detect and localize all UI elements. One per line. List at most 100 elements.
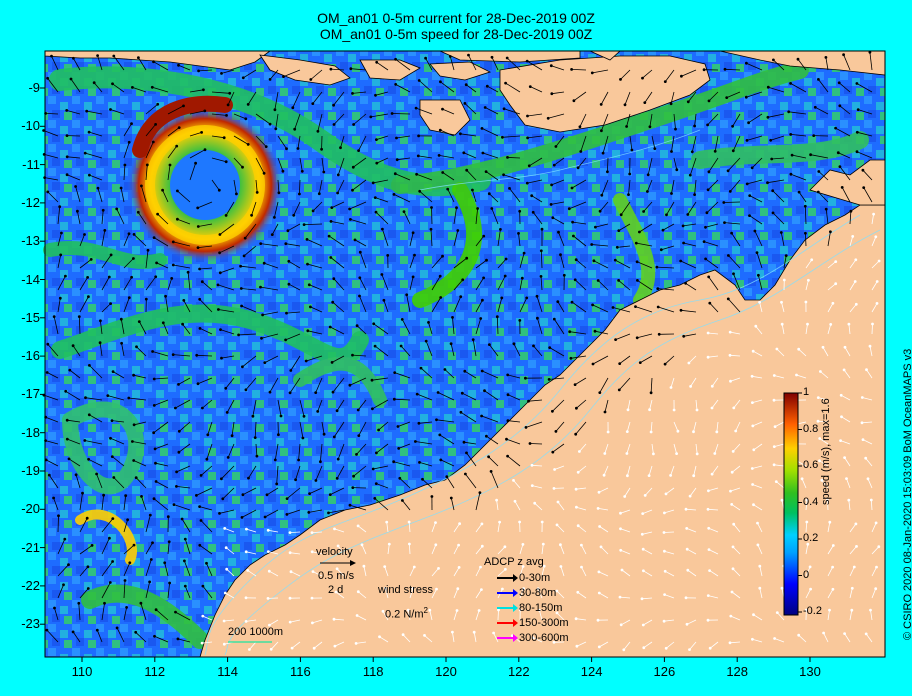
current-arrow [353,113,367,125]
current-arrow [636,242,653,247]
arrow-head [730,590,734,594]
arrow-head [400,318,404,321]
arrow-head [643,101,647,104]
arrow-head [371,181,375,185]
current-arrow [658,306,675,313]
current-arrow [286,509,301,515]
current-arrow [255,179,258,193]
arrow-head [708,646,712,650]
arrow-head [748,194,752,198]
arrow-head [864,632,868,636]
current-arrow [528,399,543,402]
arrow-head [44,415,48,419]
arrow-head [156,212,160,216]
arrow-head [674,127,677,131]
wind-stress-arrow [827,522,831,533]
current-arrow [330,68,345,71]
current-arrow [189,163,196,181]
current-arrow [44,154,59,159]
arrow-head [226,103,230,107]
wind-stress-arrow [866,369,873,379]
current-arrow [714,135,719,152]
adcp-legend-item: 300-600m [497,632,569,644]
arrow-head [869,498,873,502]
current-arrow [359,252,367,269]
arrow-head [647,474,651,477]
arrow-head [198,543,202,547]
arrow-head [170,277,174,280]
wind-stress-arrow [686,528,697,533]
arrow-head [306,262,309,266]
current-arrow [112,456,125,467]
arrow-head [758,300,761,304]
arrow-head [613,258,617,262]
current-arrow [527,179,543,184]
arrow-head [441,171,445,174]
arrow-head [382,298,386,302]
wind-stress-arrow [600,546,609,555]
arrow-head [407,520,411,524]
arrow-head [710,384,714,388]
wind-stress-arrow [849,566,855,577]
current-arrow [502,135,521,138]
current-arrow [446,476,455,489]
current-arrow [395,84,411,93]
arrow-head [592,259,596,263]
arrow-head [265,493,269,497]
arrow-head [109,108,112,111]
arrow-head [65,173,69,177]
arrow-head [332,123,336,126]
arrow-head [522,251,526,255]
current-arrow [619,377,631,391]
current-arrow [772,190,785,203]
wind-stress-arrow [871,323,873,335]
wind-stress-arrow [557,501,565,511]
wind-stress-arrow [577,525,587,533]
wind-stress-arrow [336,568,345,577]
current-arrow [790,134,807,137]
current-arrow [306,239,323,247]
arrow-head [394,57,397,61]
current-arrow [321,421,325,435]
axis-ticks [40,87,811,662]
current-arrow [724,68,741,71]
current-arrow [317,399,323,412]
arrow-head [512,479,515,482]
arrow-head [480,126,484,130]
arrow-head [152,431,156,435]
arrow-head [573,383,577,386]
arrow-head [784,254,788,257]
current-arrow [57,206,61,225]
wind-stress-arrow [753,504,763,511]
arrow-head [161,321,165,325]
arrow-head [183,584,187,588]
wind-stress-arrow [849,281,856,291]
wind-stress-arrow [730,487,741,492]
arrow-head [706,123,709,127]
arrow-head [732,522,736,526]
arrow-head [642,569,645,573]
arrow-head [530,194,534,198]
current-arrow [394,372,411,379]
arrow-head [244,596,248,600]
arrow-head [562,273,566,277]
arrow-head [149,558,153,561]
arrow-head [377,428,380,432]
x-tick-label: 122 [507,664,530,679]
arrow-head [171,263,175,267]
arrow-head [518,319,522,322]
current-arrow [506,438,521,445]
wind-stress-arrow [453,588,459,599]
arrow-head [439,458,443,462]
current-arrow [856,83,873,93]
arrow-head [504,257,508,261]
current-arrow [636,261,653,269]
arrow-head [239,264,243,268]
current-arrow [552,443,565,453]
wind-stress-arrow [519,544,524,555]
arrow-head [437,567,440,570]
current-arrow [773,59,785,71]
current-arrow [73,58,81,71]
y-tick-label: -10 [21,118,40,134]
arrow-head [90,544,94,547]
